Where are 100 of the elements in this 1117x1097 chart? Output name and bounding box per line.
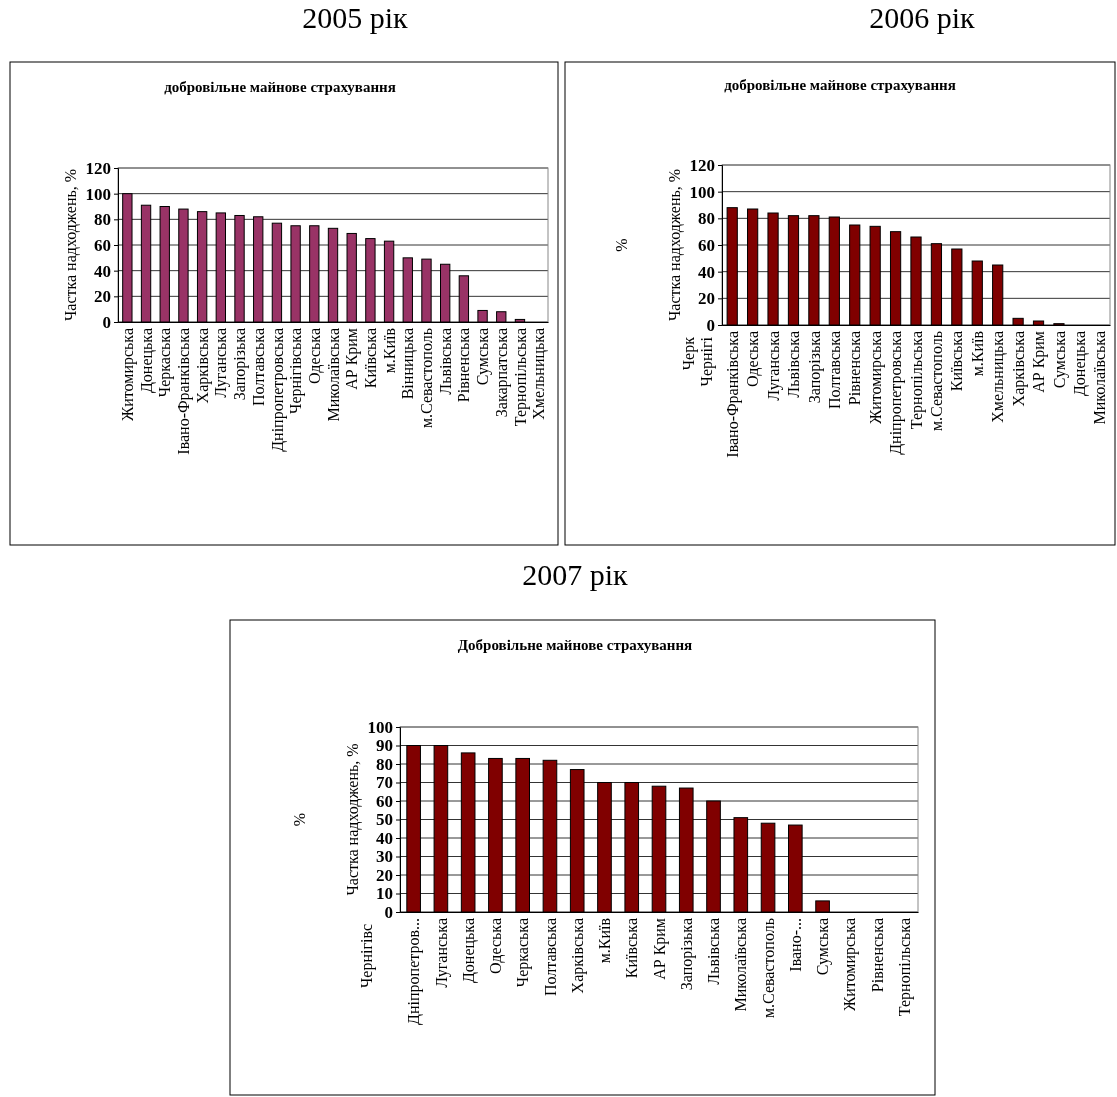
chart-title: 2005 рік	[302, 1, 409, 34]
x-tick-label: Хмельницька	[530, 328, 549, 420]
x-tick-label: Черкаська	[514, 918, 533, 988]
y-tick-label: 80	[698, 209, 715, 229]
y-tick-label: 120	[85, 158, 111, 178]
x-tick-label: Миколаївська	[324, 328, 342, 422]
x-tick-label: м.Київ	[380, 327, 398, 374]
x-tick-label: Донецька	[459, 918, 478, 984]
x-tick-label: Дніпропетров...	[405, 918, 424, 1025]
x-tick-label: Івано-...	[786, 918, 804, 972]
x-tick-label: Миколаївська	[732, 918, 750, 1012]
x-tick-label: Тернопільська	[895, 918, 914, 1017]
y-tick-label: 90	[376, 736, 393, 756]
chart-subtitle: добровільне майнове страхування	[164, 79, 396, 95]
x-tick-label: Одеська	[305, 328, 324, 385]
x-tick-label: Одеська	[487, 918, 506, 975]
x-tick-label: Харківська	[193, 328, 212, 404]
y-tick-label: 60	[698, 235, 715, 255]
x-tick-label: Рівненська	[846, 331, 864, 406]
x-tick-label: Полтавська	[541, 918, 559, 997]
chart-subtitle: добровільне майнове страхування	[724, 77, 956, 93]
x-tick-label: Донецька	[137, 328, 156, 394]
x-tick-label: Запорізька	[677, 918, 696, 991]
y-axis-title: Частка надходжень, %	[666, 168, 684, 322]
y-tick-label: 40	[94, 261, 111, 281]
x-tick-label: Рівненська	[455, 328, 473, 403]
x-tick-label: Чернігівська	[287, 328, 306, 415]
x-tick-label: Львівська	[705, 918, 723, 985]
y-tick-label: 100	[85, 184, 111, 204]
y-tick-label: 40	[376, 828, 393, 848]
x-tick-label: Житомирська	[866, 331, 885, 425]
y-tick-label: 0	[706, 315, 715, 335]
y-tick-label: 20	[94, 287, 111, 307]
text: Чернігі	[697, 336, 716, 387]
text: %	[291, 812, 308, 827]
x-tick-label: Львівська	[785, 331, 803, 398]
text: Чернігівс	[357, 924, 376, 989]
y-tick-label: 20	[376, 865, 393, 885]
y-tick-label: 10	[376, 884, 393, 904]
x-tick-label: Донецька	[1070, 331, 1089, 397]
x-tick-label: АР Крим	[343, 328, 362, 390]
text: %	[613, 238, 630, 252]
y-tick-label: 80	[94, 210, 111, 230]
x-tick-label: Миколаївська	[1091, 331, 1109, 425]
y-tick-label: 20	[698, 289, 715, 309]
x-tick-label: Луганська	[432, 918, 451, 988]
x-tick-label: Івано-Франківська	[175, 328, 194, 455]
y-tick-label: 70	[376, 773, 393, 793]
x-tick-label: Запорізька	[231, 328, 250, 401]
x-tick-label: Луганська	[212, 328, 231, 398]
x-tick-label: Дніпропетровська	[887, 331, 906, 455]
x-tick-label: Сумська	[814, 918, 833, 976]
x-tick-label: Закарпатська	[492, 328, 511, 418]
x-tick-label: м.Київ	[596, 917, 614, 964]
x-tick-label: Київська	[361, 328, 379, 389]
x-tick-label: Черкаська	[156, 328, 175, 398]
x-tick-label: Харківська	[1009, 331, 1028, 407]
x-tick-label: АР Крим	[1030, 331, 1049, 393]
x-tick-label: Одеська	[744, 331, 763, 388]
x-tick-label: Сумська	[1050, 331, 1069, 389]
y-tick-label: 60	[376, 791, 393, 811]
y-tick-label: 60	[94, 235, 111, 255]
x-tick-label: Запорізька	[805, 331, 824, 404]
x-tick-label: Тернопільська	[511, 328, 530, 427]
x-tick-label: м.Севастополь	[418, 328, 436, 429]
y-tick-label: 100	[367, 717, 393, 737]
y-tick-label: 30	[376, 847, 393, 867]
x-tick-label: м.Севастополь	[928, 331, 946, 432]
x-tick-label: Дніпропетровська	[268, 328, 287, 452]
x-tick-label: Івано-Франківська	[723, 331, 742, 458]
y-tick-label: 40	[698, 262, 715, 282]
x-tick-label: Вінницька	[399, 328, 418, 400]
x-tick-label: Луганська	[764, 331, 783, 401]
x-tick-label: Хмельницька	[989, 331, 1008, 423]
x-tick-label: м.Севастополь	[759, 918, 777, 1019]
x-tick-label: Київська	[948, 331, 966, 392]
y-tick-label: 0	[384, 902, 393, 922]
x-tick-label: Київська	[623, 918, 641, 979]
y-tick-label: 0	[102, 312, 111, 332]
x-tick-label: Полтавська	[825, 331, 843, 410]
x-tick-label: Харківська	[568, 918, 587, 994]
text: Черк	[679, 336, 698, 371]
x-tick-label: Житомирська	[841, 918, 860, 1012]
y-tick-label: 100	[689, 182, 715, 202]
x-tick-label: Тернопільська	[907, 331, 926, 430]
chart-subtitle: Добровільне майнове страхування	[457, 637, 693, 653]
x-tick-label: Рівненська	[868, 918, 886, 993]
x-tick-label: АР Крим	[650, 918, 669, 980]
chart-title: 2007 рік	[522, 558, 629, 591]
x-tick-label: м.Київ	[968, 330, 986, 377]
y-tick-label: 50	[376, 810, 393, 830]
y-tick-label: 120	[689, 155, 715, 175]
x-tick-label: Житомирська	[118, 328, 137, 422]
y-axis-title: Частка надходжень, %	[62, 168, 80, 322]
x-tick-label: Полтавська	[249, 328, 267, 407]
chart-title: 2006 рік	[869, 1, 976, 34]
x-tick-label: Львівська	[436, 328, 454, 395]
y-tick-label: 80	[376, 754, 393, 774]
x-tick-label: Сумська	[474, 328, 493, 386]
y-axis-title: Частка надходжень, %	[344, 743, 362, 896]
